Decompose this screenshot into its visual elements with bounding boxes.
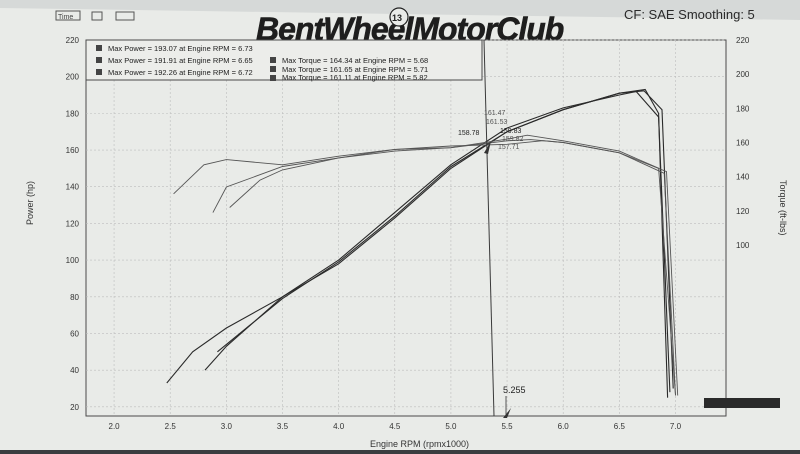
y2-axis-ticks: 100 120 140 160 180 200 220 <box>736 36 750 250</box>
y-axis-ticks: 20 40 60 80 100 120 140 160 180 200 220 <box>66 36 80 412</box>
legend-text: Max Torque = 164.34 at Engine RPM = 5.68 <box>282 56 428 65</box>
grid-lines <box>86 39 726 416</box>
y-tick-label: 60 <box>70 329 79 338</box>
y2-tick-label: 140 <box>736 173 750 182</box>
x-tick-label: 4.0 <box>333 422 345 431</box>
y2-tick-label: 120 <box>736 207 750 216</box>
series-group <box>166 88 679 398</box>
rpm-cursor-line[interactable] <box>483 39 495 417</box>
cursor-value-label: 159.83 <box>500 128 522 135</box>
y-axis-label: Power (hp) <box>25 181 35 225</box>
legend-torque-1: Max Torque = 164.34 at Engine RPM = 5.68 <box>270 56 428 65</box>
legend-text: Max Power = 192.26 at Engine RPM = 6.72 <box>108 68 253 77</box>
x-tick-label: 2.5 <box>165 422 177 431</box>
x-tick-label: 4.5 <box>389 422 401 431</box>
x-axis-label: Engine RPM (rpmx1000) <box>370 439 469 449</box>
legend-swatch <box>96 57 102 63</box>
x-tick-label: 3.0 <box>221 422 233 431</box>
header-box-2 <box>115 11 135 21</box>
legend-torque-2: Max Torque = 161.65 at Engine RPM = 5.71 <box>270 65 428 74</box>
legend-torque-3: Max Torque = 161.11 at Engine RPM = 5.82 <box>270 73 428 82</box>
legend-swatch <box>270 57 276 63</box>
y2-tick-label: 200 <box>736 70 750 79</box>
y-tick-label: 40 <box>70 366 79 375</box>
y2-axis-label: Torque (ft-lbs) <box>778 180 788 236</box>
x-tick-label: 6.5 <box>614 422 626 431</box>
y2-tick-label: 180 <box>736 104 750 113</box>
logo-badge-number: 13 <box>392 13 402 23</box>
cf-smoothing-label: CF: SAE Smoothing: 5 <box>624 7 755 22</box>
y2-tick-label: 100 <box>736 241 750 250</box>
legend-power-1: Max Power = 193.07 at Engine RPM = 6.73 <box>96 44 253 53</box>
legend-swatch <box>96 45 102 51</box>
legend-power-2: Max Power = 191.91 at Engine RPM = 6.65 <box>96 56 253 65</box>
legend-power-3: Max Power = 192.26 at Engine RPM = 6.72 <box>96 68 253 77</box>
cursor-value-label: 157.71 <box>498 144 520 151</box>
legend-text: Max Torque = 161.65 at Engine RPM = 5.71 <box>282 65 428 74</box>
y-tick-label: 220 <box>66 36 80 45</box>
y-tick-label: 20 <box>70 403 79 412</box>
header-box-1 <box>91 11 103 21</box>
y2-tick-label: 220 <box>736 36 750 45</box>
x-tick-label: 5.0 <box>445 422 457 431</box>
cursor-pointer-icon <box>484 141 491 154</box>
legend-text: Max Power = 191.91 at Engine RPM = 6.65 <box>108 56 253 65</box>
y-tick-label: 180 <box>66 109 80 118</box>
x-tick-label: 2.0 <box>109 422 121 431</box>
logo-badge <box>389 7 409 27</box>
y2-tick-label: 160 <box>736 139 750 148</box>
x-axis-ticks: 2.0 2.5 3.0 3.5 4.0 4.5 5.0 5.5 6.0 6.5 7.0 <box>109 422 682 431</box>
cursor-arrow-icon <box>503 408 511 418</box>
scroll-handle[interactable] <box>704 398 780 408</box>
y-tick-label: 160 <box>66 146 80 155</box>
legend-swatch <box>270 75 276 81</box>
cursor-value-label: 159.82 <box>502 136 524 143</box>
y-tick-label: 140 <box>66 183 80 192</box>
x-tick-label: 3.5 <box>277 422 289 431</box>
cursor-value-label: 161.53 <box>486 119 508 126</box>
x-tick-label: 5.5 <box>501 422 513 431</box>
y-tick-label: 100 <box>66 256 80 265</box>
x-tick-label: 7.0 <box>670 422 682 431</box>
x-tick-label: 6.0 <box>558 422 570 431</box>
cursor-rpm-label: 5.255 <box>503 385 526 395</box>
power-curve-3 <box>217 90 674 389</box>
time-label: Time <box>58 14 73 21</box>
torque-curve-3 <box>229 140 679 396</box>
y-tick-label: 120 <box>66 219 80 228</box>
power-curve-1 <box>166 88 669 398</box>
power-curve-2 <box>204 90 671 393</box>
y-tick-label: 80 <box>70 293 79 302</box>
legend-text: Max Power = 193.07 at Engine RPM = 6.73 <box>108 44 253 53</box>
time-box <box>55 10 81 21</box>
legend-swatch <box>270 66 276 72</box>
cursor-value-label: 158.78 <box>458 130 480 137</box>
legend-text: Max Torque = 161.11 at Engine RPM = 5.82 <box>282 73 428 82</box>
cursor-value-label: 161.47 <box>484 110 506 117</box>
y-tick-label: 200 <box>66 73 80 82</box>
legend-swatch <box>96 69 102 75</box>
legend-box <box>85 39 483 81</box>
